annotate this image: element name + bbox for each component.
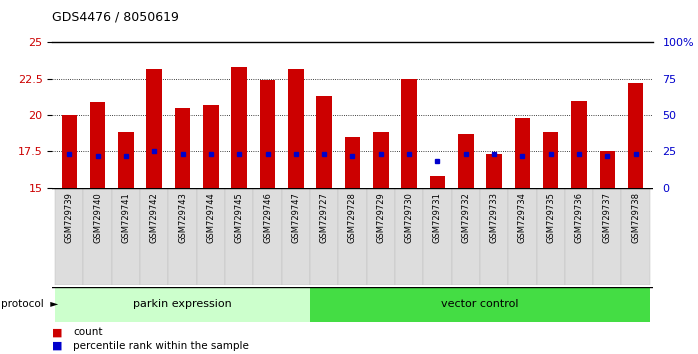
Text: GSM729737: GSM729737	[603, 193, 612, 244]
Bar	[339, 188, 366, 285]
Bar	[508, 188, 537, 285]
Bar	[84, 188, 112, 285]
Bar	[458, 134, 473, 188]
Text: GSM729736: GSM729736	[574, 193, 584, 244]
Bar	[118, 132, 134, 188]
Bar	[565, 188, 593, 285]
Bar	[571, 101, 587, 188]
Text: GSM729747: GSM729747	[291, 193, 300, 243]
Text: GSM729743: GSM729743	[178, 193, 187, 243]
Bar	[537, 188, 565, 285]
Text: ■: ■	[52, 341, 63, 351]
Text: GSM729738: GSM729738	[631, 193, 640, 244]
Bar	[593, 188, 621, 285]
Text: GSM729741: GSM729741	[121, 193, 131, 243]
Text: GDS4476 / 8050619: GDS4476 / 8050619	[52, 11, 179, 24]
Text: protocol  ►: protocol ►	[1, 299, 59, 309]
Bar	[628, 83, 644, 188]
Bar	[61, 115, 77, 188]
Text: GSM729734: GSM729734	[518, 193, 527, 243]
Bar	[316, 96, 332, 188]
Text: GSM729740: GSM729740	[93, 193, 102, 243]
Text: GSM729735: GSM729735	[547, 193, 555, 243]
Text: GSM729746: GSM729746	[263, 193, 272, 243]
Bar	[600, 152, 615, 188]
Bar	[310, 287, 650, 322]
Text: count: count	[73, 327, 103, 337]
Text: GSM729731: GSM729731	[433, 193, 442, 243]
Bar	[253, 188, 282, 285]
Bar	[225, 188, 253, 285]
Text: GSM729730: GSM729730	[405, 193, 414, 243]
Text: GSM729742: GSM729742	[150, 193, 158, 243]
Bar	[90, 102, 105, 188]
Text: GSM729739: GSM729739	[65, 193, 74, 243]
Text: GSM729732: GSM729732	[461, 193, 470, 243]
Bar	[147, 69, 162, 188]
Bar	[168, 188, 197, 285]
Bar	[401, 79, 417, 188]
Bar	[203, 105, 218, 188]
Text: GSM729745: GSM729745	[235, 193, 244, 243]
Bar	[288, 69, 304, 188]
Text: ■: ■	[52, 327, 63, 337]
Bar	[174, 108, 191, 188]
Bar	[140, 188, 168, 285]
Bar	[480, 188, 508, 285]
Bar	[345, 137, 360, 188]
Bar	[55, 188, 84, 285]
Bar	[282, 188, 310, 285]
Bar	[55, 287, 310, 322]
Bar	[373, 132, 389, 188]
Text: GSM729727: GSM729727	[320, 193, 329, 243]
Bar	[232, 67, 247, 188]
Text: GSM729728: GSM729728	[348, 193, 357, 243]
Text: vector control: vector control	[441, 299, 519, 309]
Text: GSM729729: GSM729729	[376, 193, 385, 243]
Bar	[514, 118, 530, 188]
Bar	[423, 188, 452, 285]
Bar	[260, 80, 275, 188]
Bar	[430, 176, 445, 188]
Bar	[197, 188, 225, 285]
Text: parkin expression: parkin expression	[133, 299, 232, 309]
Bar	[621, 188, 650, 285]
Text: GSM729733: GSM729733	[489, 193, 498, 244]
Text: percentile rank within the sample: percentile rank within the sample	[73, 341, 249, 351]
Bar	[452, 188, 480, 285]
Bar	[310, 188, 339, 285]
Bar	[395, 188, 423, 285]
Bar	[543, 132, 558, 188]
Text: GSM729744: GSM729744	[207, 193, 216, 243]
Bar	[112, 188, 140, 285]
Bar	[366, 188, 395, 285]
Bar	[487, 154, 502, 188]
